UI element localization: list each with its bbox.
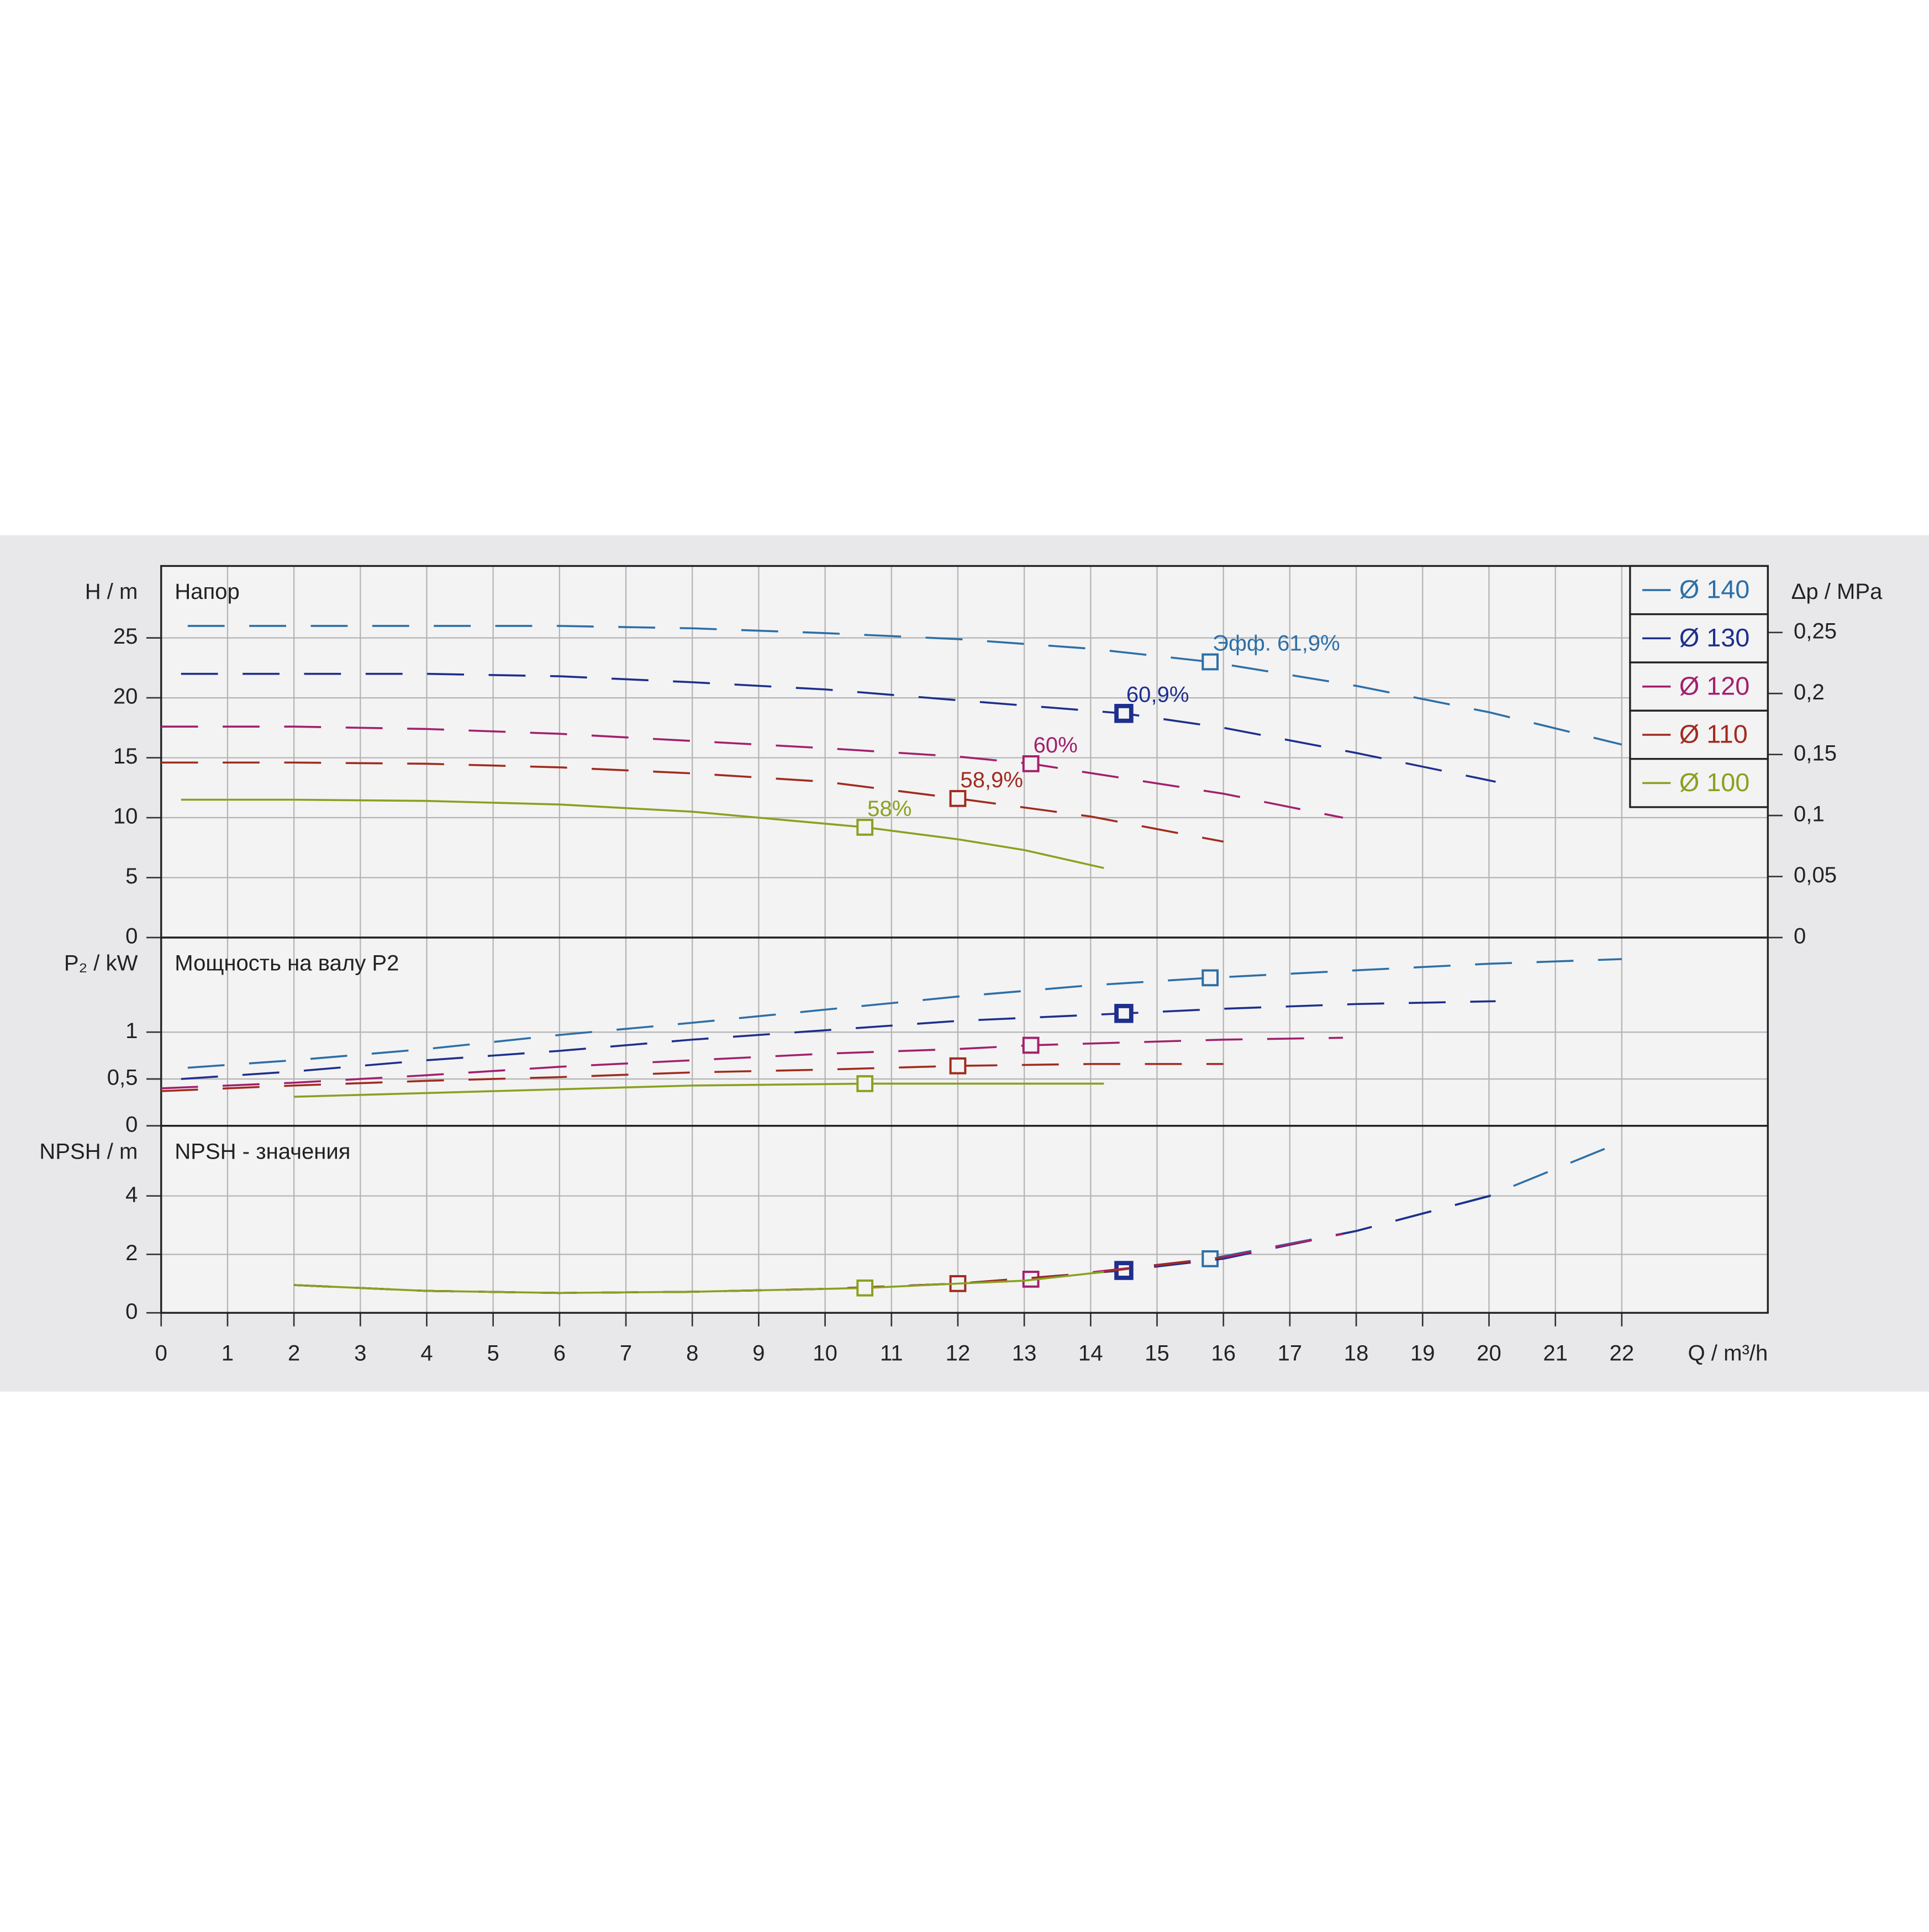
y-tick-label: 4 — [125, 1182, 138, 1207]
y-axis-label: H / m — [85, 580, 138, 604]
x-axis-label: Q / m³/h — [1688, 1341, 1768, 1366]
x-tick-label: 4 — [420, 1341, 433, 1366]
series-line — [181, 1000, 1496, 1080]
y2-axis-label: Δp / MPa — [1791, 580, 1883, 604]
x-tick-label: 7 — [620, 1341, 632, 1366]
duty-point — [1022, 1036, 1040, 1054]
series-line — [161, 1063, 1224, 1092]
plot-area — [161, 566, 1768, 1313]
x-tick-label: 3 — [354, 1341, 366, 1366]
duty-point — [856, 1075, 874, 1092]
series-line — [181, 672, 1496, 783]
y2-tick-label: 0,25 — [1794, 619, 1837, 643]
duty-point — [1201, 653, 1219, 671]
y-tick-label: 10 — [113, 804, 138, 829]
y-axis-label: P₂ / kW — [64, 951, 138, 976]
series-line — [161, 725, 1343, 819]
legend-label: Ø 120 — [1679, 671, 1749, 700]
duty-point — [1201, 969, 1219, 987]
y-axis-label: NPSH / m — [39, 1139, 138, 1164]
series-line — [187, 958, 1622, 1069]
y2-tick-label: 0,1 — [1794, 802, 1825, 827]
x-tick-label: 12 — [946, 1341, 971, 1366]
y-tick-label: 0 — [125, 1299, 138, 1324]
panel-title: Мощность на валу P2 — [175, 951, 399, 976]
x-tick-label: 18 — [1344, 1341, 1369, 1366]
duty-point — [1022, 755, 1040, 772]
x-tick-label: 5 — [487, 1341, 499, 1366]
x-tick-label: 9 — [752, 1341, 765, 1366]
series-line — [187, 625, 1622, 746]
legend-label: Ø 100 — [1679, 768, 1749, 797]
x-tick-label: 1 — [222, 1341, 234, 1366]
duty-point — [1114, 1004, 1134, 1023]
y-tick-label: 0,5 — [107, 1066, 138, 1090]
x-tick-label: 6 — [554, 1341, 566, 1366]
y-tick-label: 2 — [125, 1241, 138, 1265]
x-tick-label: 19 — [1410, 1341, 1435, 1366]
x-tick-label: 2 — [288, 1341, 300, 1366]
y-tick-label: 25 — [113, 624, 138, 649]
y2-tick-label: 0,15 — [1794, 741, 1837, 765]
duty-point — [949, 789, 967, 807]
y-tick-label: 0 — [125, 924, 138, 949]
series-line — [181, 798, 1104, 869]
series-line — [294, 1271, 1104, 1294]
x-tick-label: 0 — [155, 1341, 167, 1366]
y-tick-label: 20 — [113, 685, 138, 709]
y-tick-label: 5 — [125, 864, 138, 888]
efficiency-label: 58% — [867, 797, 911, 821]
y2-tick-label: 0,2 — [1794, 680, 1825, 704]
x-tick-label: 14 — [1078, 1341, 1103, 1366]
series-line — [294, 1082, 1104, 1098]
x-tick-label: 15 — [1145, 1341, 1169, 1366]
duty-point — [949, 1057, 967, 1075]
x-tick-label: 13 — [1012, 1341, 1037, 1366]
x-tick-label: 22 — [1610, 1341, 1635, 1366]
y-tick-label: 0 — [125, 1112, 138, 1136]
efficiency-label: 60% — [1034, 733, 1078, 757]
efficiency-label: 58,9% — [960, 768, 1023, 792]
legend-label: Ø 140 — [1679, 575, 1749, 604]
duty-point — [856, 1279, 874, 1297]
y2-tick-label: 0,05 — [1794, 863, 1837, 887]
efficiency-label: 60,9% — [1126, 683, 1189, 707]
y2-tick-label: 0 — [1794, 924, 1806, 949]
duty-point — [856, 819, 874, 836]
y-tick-label: 1 — [125, 1019, 138, 1043]
legend: Ø 140 Ø 130 Ø 120 Ø 110 Ø 100 — [1629, 565, 1769, 808]
x-tick-label: 10 — [813, 1341, 837, 1366]
panel-title: Напор — [175, 580, 240, 604]
panel-frame — [160, 1125, 1769, 1314]
panel-title: NPSH - значения — [175, 1139, 350, 1164]
x-tick-label: 16 — [1211, 1341, 1236, 1366]
efficiency-label: Эфф. 61,9% — [1213, 631, 1340, 655]
x-tick-label: 17 — [1278, 1341, 1303, 1366]
duty-point — [1114, 704, 1134, 723]
x-tick-label: 11 — [880, 1341, 903, 1366]
series-line — [161, 761, 1224, 843]
x-tick-label: 21 — [1543, 1341, 1568, 1366]
series-line — [161, 1036, 1343, 1089]
x-tick-label: 20 — [1477, 1341, 1501, 1366]
legend-label: Ø 130 — [1679, 623, 1749, 652]
x-tick-label: 8 — [686, 1341, 698, 1366]
legend-label: Ø 110 — [1679, 720, 1748, 749]
y-tick-label: 15 — [113, 744, 138, 768]
